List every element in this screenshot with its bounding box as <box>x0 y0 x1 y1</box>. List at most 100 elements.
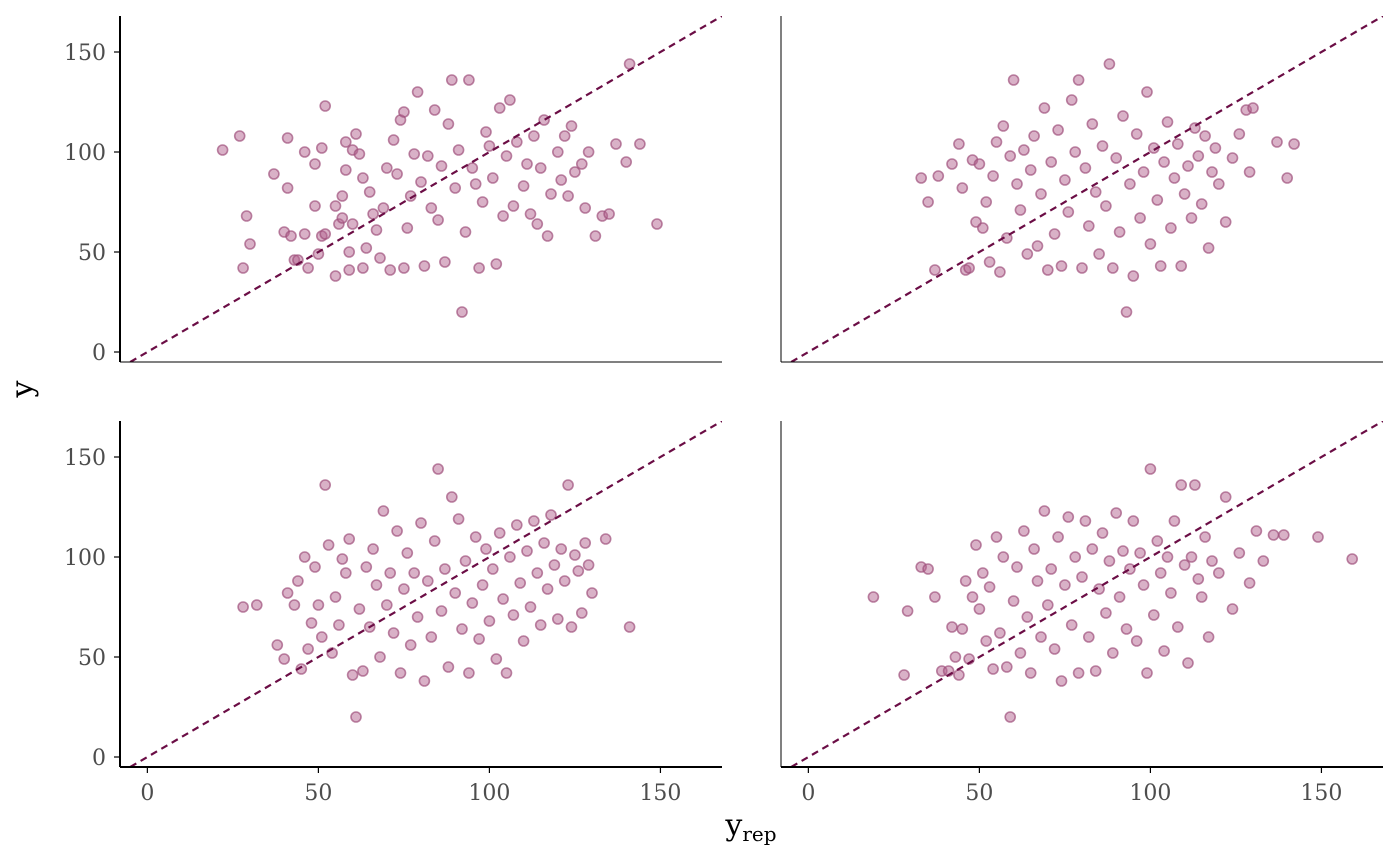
data-point <box>1014 647 1027 659</box>
data-point <box>1199 130 1211 142</box>
data-point <box>1185 551 1198 563</box>
data-point <box>497 593 509 605</box>
data-point <box>391 525 403 537</box>
data-point <box>384 567 397 579</box>
data-point <box>949 651 962 663</box>
data-point <box>1154 567 1167 579</box>
data-point <box>983 256 996 268</box>
data-point <box>370 579 383 591</box>
data-point <box>1124 178 1136 190</box>
data-point <box>1007 595 1020 607</box>
data-point <box>490 258 503 270</box>
data-point <box>418 260 431 272</box>
data-point <box>237 262 249 274</box>
data-point <box>315 142 328 154</box>
x-tick-label: 50 <box>304 781 332 806</box>
data-point <box>428 535 441 547</box>
data-point <box>459 555 472 567</box>
data-point <box>216 144 229 156</box>
data-point <box>319 100 332 112</box>
data-point <box>1219 491 1232 503</box>
data-point <box>309 561 321 573</box>
data-point <box>558 575 571 587</box>
data-point <box>415 176 427 188</box>
data-point <box>1038 505 1051 517</box>
data-point <box>990 531 1003 543</box>
data-point <box>1278 529 1290 541</box>
data-point <box>987 170 999 182</box>
data-point <box>1141 667 1153 679</box>
data-point <box>268 168 280 180</box>
data-point <box>1086 543 1099 555</box>
data-point <box>555 543 568 555</box>
data-point <box>1130 635 1143 647</box>
data-point <box>1076 262 1088 274</box>
data-point <box>452 144 465 156</box>
data-point <box>517 635 530 647</box>
data-point <box>493 527 506 539</box>
data-point <box>1031 575 1044 587</box>
data-point <box>551 146 564 158</box>
data-point <box>350 128 362 140</box>
data-point <box>435 160 448 172</box>
data-point <box>1028 543 1040 555</box>
data-point <box>456 623 468 635</box>
data-point <box>1024 164 1037 176</box>
data-point <box>1281 172 1293 184</box>
data-point <box>353 603 366 615</box>
data-point <box>425 202 438 214</box>
data-point <box>404 639 417 651</box>
data-point <box>1117 545 1129 557</box>
data-point <box>271 639 284 651</box>
y-tick-label: 0 <box>92 746 106 771</box>
data-point <box>449 182 462 194</box>
data-point <box>1052 531 1064 543</box>
data-point <box>1247 102 1259 114</box>
data-point <box>1250 525 1263 537</box>
data-point <box>953 669 965 681</box>
data-point <box>521 545 533 557</box>
data-point <box>1107 262 1119 274</box>
data-point <box>445 74 458 86</box>
data-point <box>565 120 578 132</box>
data-point <box>442 661 455 673</box>
data-point <box>507 200 520 212</box>
data-point <box>1028 130 1040 142</box>
data-point <box>435 605 448 617</box>
data-point <box>1271 136 1283 148</box>
data-point <box>309 158 321 170</box>
data-point <box>486 563 499 575</box>
x-axis-title: yrep <box>724 808 776 846</box>
data-point <box>466 597 479 609</box>
data-point <box>1178 188 1191 200</box>
data-point <box>367 543 379 555</box>
data-point <box>1209 142 1222 154</box>
data-point <box>524 208 537 220</box>
data-point <box>1055 675 1068 687</box>
data-point <box>538 537 550 549</box>
data-point <box>959 575 972 587</box>
data-point <box>452 513 465 525</box>
data-point <box>551 613 564 625</box>
data-point <box>401 547 414 559</box>
data-point <box>1096 527 1109 539</box>
data-point <box>1137 166 1150 178</box>
data-point <box>1089 665 1102 677</box>
data-point <box>524 601 537 613</box>
reference-line <box>129 16 722 362</box>
data-point <box>322 539 335 551</box>
data-point <box>507 609 520 621</box>
data-point <box>493 102 506 114</box>
data-point <box>428 104 441 116</box>
data-point <box>240 210 253 222</box>
data-point <box>1120 623 1133 635</box>
data-point <box>579 537 592 549</box>
data-point <box>987 663 999 675</box>
data-point <box>1130 128 1143 140</box>
data-point <box>623 621 636 633</box>
y-tick-label: 50 <box>78 241 106 266</box>
data-point <box>1089 186 1102 198</box>
data-point <box>343 246 356 258</box>
data-point <box>425 631 438 643</box>
